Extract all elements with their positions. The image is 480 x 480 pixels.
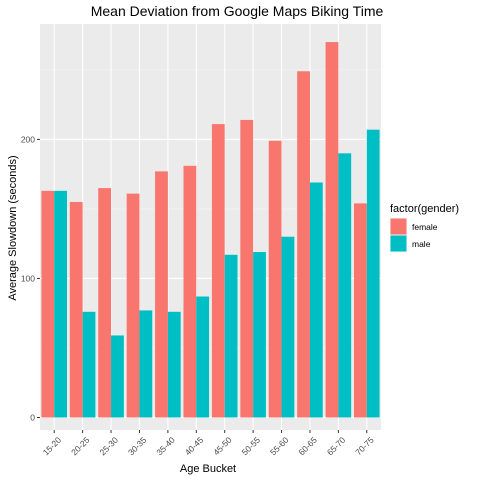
x-tick-label: 40-45 — [183, 435, 206, 458]
x-tick-label: 30-35 — [126, 435, 149, 458]
bar-female-70-75 — [354, 203, 367, 418]
bar-male-70-75 — [366, 129, 380, 418]
bar-female-50-55 — [240, 119, 254, 418]
y-tick-label: 0 — [30, 412, 35, 422]
bar-male-25-30 — [111, 335, 124, 418]
y-axis-title: Average Slowdown (seconds) — [7, 155, 19, 300]
x-axis: 15-20 20-25 25-30 30-35 35-40 40-45 45-50 50-55… — [41, 430, 376, 457]
bar-female-20-25 — [69, 201, 83, 418]
bar-female-35-40 — [155, 171, 168, 418]
bar-male-40-45 — [196, 296, 210, 418]
bar-male-60-65 — [309, 182, 323, 418]
x-tick-label: 65-70 — [325, 435, 348, 458]
x-axis-title: Age Bucket — [180, 463, 236, 475]
x-tick-label: 60-65 — [296, 435, 319, 458]
bar-female-40-45 — [183, 165, 197, 418]
bar-female-25-30 — [98, 188, 112, 418]
bar-male-45-50 — [224, 254, 238, 418]
bar-female-30-35 — [126, 193, 140, 418]
bar-male-15-20 — [54, 190, 67, 418]
bar-male-65-70 — [338, 153, 352, 418]
x-tick-label: 20-25 — [69, 435, 92, 458]
legend-label-male: male — [412, 239, 431, 249]
bars — [41, 42, 380, 418]
y-axis: 0 100 200 — [21, 134, 40, 422]
chart-title: Mean Deviation from Google Maps Biking T… — [91, 3, 384, 19]
bar-male-35-40 — [167, 311, 181, 418]
plot-panel — [40, 24, 381, 430]
x-tick-label: 15-20 — [41, 435, 64, 458]
panel-background — [40, 24, 381, 430]
x-tick-label: 50-55 — [240, 435, 263, 458]
bar-female-65-70 — [325, 42, 339, 418]
legend-swatch-male — [390, 235, 407, 252]
x-tick-label: 45-50 — [211, 435, 234, 458]
x-tick-label: 70-75 — [353, 435, 376, 458]
legend-swatch-female — [390, 218, 407, 235]
y-tick-label: 100 — [21, 273, 35, 283]
legend: factor(gender) female male — [390, 203, 459, 252]
x-tick-label: 25-30 — [98, 435, 121, 458]
bar-male-50-55 — [253, 252, 266, 418]
bar-female-60-65 — [297, 71, 310, 418]
bar-male-30-35 — [139, 310, 153, 418]
bar-female-45-50 — [211, 124, 225, 418]
bar-male-55-60 — [281, 236, 295, 418]
bar-female-15-20 — [41, 190, 55, 418]
legend-label-female: female — [412, 222, 438, 232]
legend-title: factor(gender) — [390, 203, 459, 215]
bar-female-55-60 — [268, 140, 282, 418]
y-tick-label: 200 — [21, 134, 35, 144]
x-tick-label: 55-60 — [268, 435, 291, 458]
bar-male-20-25 — [82, 311, 96, 418]
x-tick-label: 35-40 — [154, 435, 177, 458]
